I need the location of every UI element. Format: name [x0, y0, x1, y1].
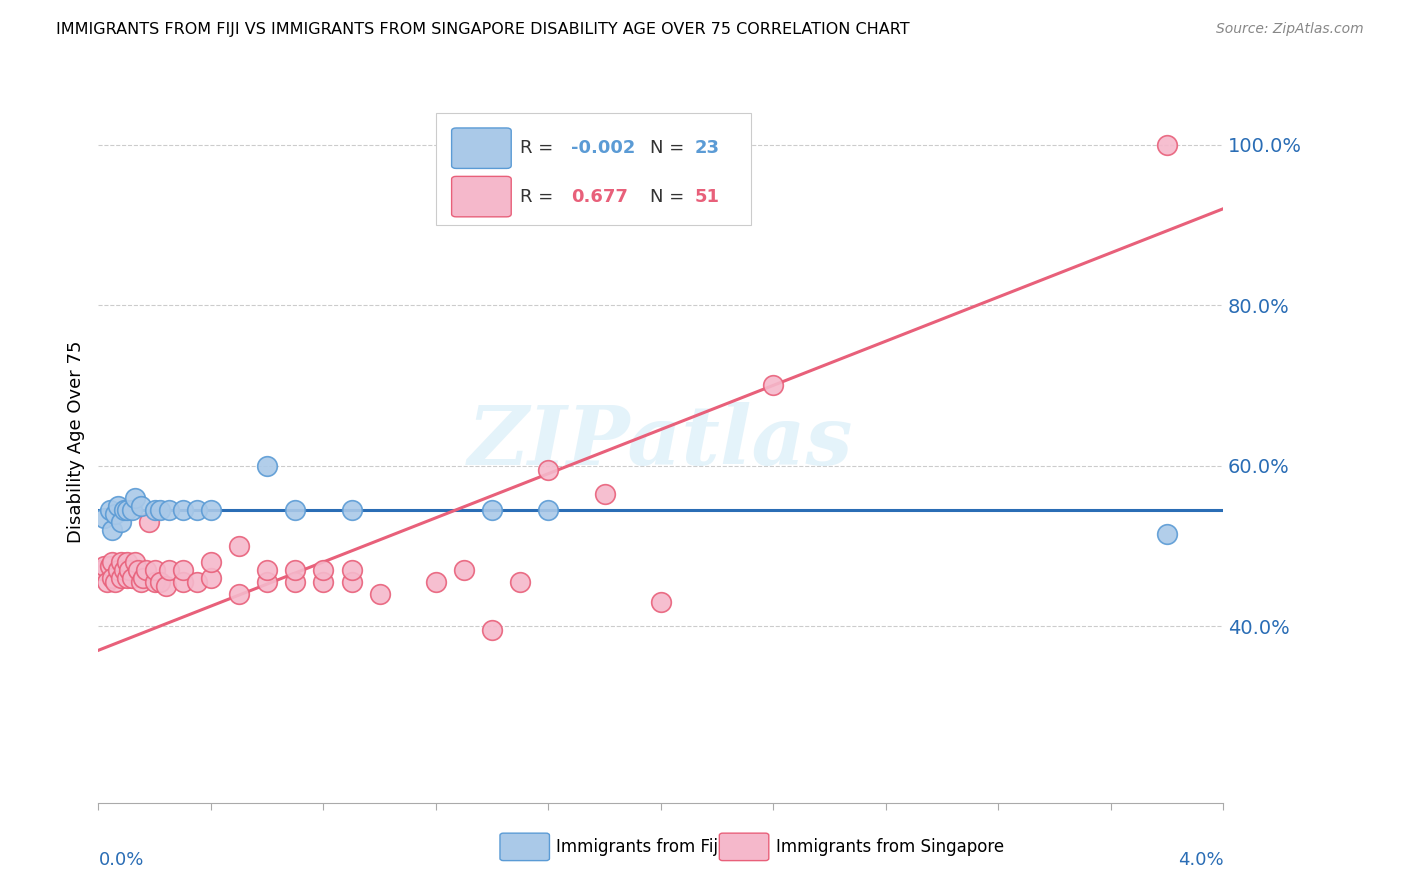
- Point: [110, 515, 132, 529]
- Point: [129, 499, 152, 513]
- Point: [101, 555, 124, 569]
- Point: [121, 503, 143, 517]
- Point: [132, 571, 155, 585]
- Point: [228, 587, 250, 601]
- Point: [228, 539, 250, 553]
- Text: R =: R =: [520, 139, 554, 157]
- Point: [112, 503, 135, 517]
- Y-axis label: Disability Age Over 75: Disability Age Over 75: [66, 340, 84, 543]
- Text: Immigrants from Singapore: Immigrants from Singapore: [776, 838, 1004, 855]
- Point: [110, 555, 132, 569]
- Text: -0.002: -0.002: [571, 139, 636, 157]
- FancyBboxPatch shape: [720, 833, 769, 861]
- Point: [143, 563, 166, 577]
- Point: [129, 575, 152, 590]
- Point: [186, 503, 208, 517]
- Point: [90, 563, 112, 577]
- Text: 4.0%: 4.0%: [1178, 851, 1223, 869]
- Point: [200, 555, 222, 569]
- Text: N =: N =: [650, 139, 683, 157]
- Point: [650, 595, 672, 609]
- Point: [143, 575, 166, 590]
- Text: R =: R =: [520, 187, 554, 205]
- Point: [537, 503, 560, 517]
- Point: [172, 503, 194, 517]
- Point: [155, 579, 177, 593]
- Point: [425, 575, 447, 590]
- Point: [93, 558, 115, 574]
- Text: 0.0%: 0.0%: [98, 851, 143, 869]
- Point: [118, 563, 141, 577]
- Point: [509, 575, 531, 590]
- Point: [124, 491, 146, 505]
- Point: [98, 503, 121, 517]
- Point: [172, 563, 194, 577]
- Point: [453, 563, 475, 577]
- Point: [284, 563, 307, 577]
- Point: [200, 503, 222, 517]
- Point: [284, 503, 307, 517]
- Point: [149, 575, 172, 590]
- Point: [107, 563, 129, 577]
- FancyBboxPatch shape: [451, 177, 512, 217]
- Point: [312, 575, 335, 590]
- Point: [112, 563, 135, 577]
- FancyBboxPatch shape: [451, 128, 512, 169]
- Point: [104, 507, 127, 521]
- Point: [312, 563, 335, 577]
- Point: [172, 575, 194, 590]
- Point: [481, 623, 503, 637]
- Point: [284, 575, 307, 590]
- Point: [101, 523, 124, 537]
- Point: [256, 575, 278, 590]
- Point: [107, 499, 129, 513]
- Point: [104, 575, 127, 590]
- Point: [186, 575, 208, 590]
- Text: 51: 51: [695, 187, 720, 205]
- Point: [121, 571, 143, 585]
- FancyBboxPatch shape: [436, 112, 751, 225]
- Text: N =: N =: [650, 187, 683, 205]
- Point: [340, 503, 363, 517]
- FancyBboxPatch shape: [501, 833, 550, 861]
- Point: [340, 563, 363, 577]
- Point: [98, 558, 121, 574]
- Point: [1156, 137, 1178, 152]
- Point: [593, 487, 616, 501]
- Point: [115, 503, 138, 517]
- Text: Source: ZipAtlas.com: Source: ZipAtlas.com: [1216, 22, 1364, 37]
- Point: [110, 571, 132, 585]
- Point: [200, 571, 222, 585]
- Point: [101, 571, 124, 585]
- Point: [762, 378, 785, 392]
- Text: 23: 23: [695, 139, 720, 157]
- Text: Immigrants from Fiji: Immigrants from Fiji: [557, 838, 723, 855]
- Text: 0.677: 0.677: [571, 187, 627, 205]
- Point: [256, 563, 278, 577]
- Point: [93, 510, 115, 524]
- Point: [481, 503, 503, 517]
- Point: [124, 555, 146, 569]
- Point: [157, 563, 180, 577]
- Point: [138, 515, 160, 529]
- Point: [256, 458, 278, 473]
- Point: [537, 463, 560, 477]
- Point: [115, 555, 138, 569]
- Point: [1156, 526, 1178, 541]
- Text: IMMIGRANTS FROM FIJI VS IMMIGRANTS FROM SINGAPORE DISABILITY AGE OVER 75 CORRELA: IMMIGRANTS FROM FIJI VS IMMIGRANTS FROM …: [56, 22, 910, 37]
- Point: [143, 503, 166, 517]
- Point: [115, 571, 138, 585]
- Point: [127, 563, 149, 577]
- Point: [149, 503, 172, 517]
- Text: ZIPatlas: ZIPatlas: [468, 401, 853, 482]
- Point: [96, 575, 118, 590]
- Point: [368, 587, 391, 601]
- Point: [157, 503, 180, 517]
- Point: [340, 575, 363, 590]
- Point: [135, 563, 157, 577]
